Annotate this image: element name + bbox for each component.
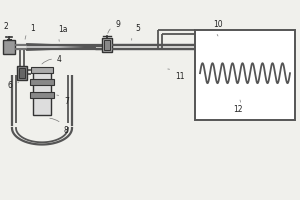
Bar bbox=[17, 66, 27, 80]
Bar bbox=[30, 79, 54, 85]
Text: 4: 4 bbox=[42, 55, 62, 64]
Bar bbox=[104, 40, 110, 50]
Text: 10: 10 bbox=[213, 20, 223, 36]
Text: 12: 12 bbox=[233, 100, 242, 114]
Text: 7: 7 bbox=[57, 95, 69, 106]
Text: 1a: 1a bbox=[58, 25, 68, 41]
Text: 11: 11 bbox=[168, 69, 184, 81]
Polygon shape bbox=[27, 44, 95, 50]
Bar bbox=[195, 30, 295, 120]
Bar bbox=[31, 67, 53, 73]
Bar bbox=[30, 92, 54, 98]
Bar bbox=[213, 38, 223, 52]
Text: 9: 9 bbox=[108, 20, 120, 33]
Bar bbox=[215, 40, 221, 50]
Text: 1: 1 bbox=[25, 24, 35, 39]
Bar bbox=[19, 68, 25, 78]
Text: 5: 5 bbox=[132, 24, 140, 40]
Text: 6: 6 bbox=[8, 81, 18, 90]
Bar bbox=[33, 70, 51, 115]
Text: 8: 8 bbox=[50, 118, 69, 135]
Bar bbox=[102, 38, 112, 52]
Text: 2: 2 bbox=[4, 22, 9, 37]
Bar bbox=[3, 40, 15, 54]
